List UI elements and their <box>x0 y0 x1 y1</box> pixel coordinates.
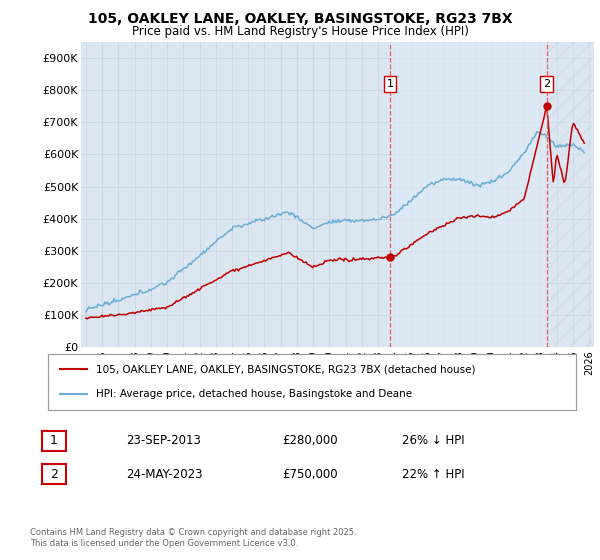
Text: 1: 1 <box>386 79 394 89</box>
Text: Contains HM Land Registry data © Crown copyright and database right 2025.
This d: Contains HM Land Registry data © Crown c… <box>30 528 356 548</box>
Text: Price paid vs. HM Land Registry's House Price Index (HPI): Price paid vs. HM Land Registry's House … <box>131 25 469 38</box>
Text: 26% ↓ HPI: 26% ↓ HPI <box>402 434 464 447</box>
Text: £280,000: £280,000 <box>282 434 338 447</box>
Text: 105, OAKLEY LANE, OAKLEY, BASINGSTOKE, RG23 7BX (detached house): 105, OAKLEY LANE, OAKLEY, BASINGSTOKE, R… <box>95 364 475 374</box>
Bar <box>390 42 547 347</box>
Text: 24-MAY-2023: 24-MAY-2023 <box>126 468 203 481</box>
Text: 2: 2 <box>543 79 550 89</box>
Text: HPI: Average price, detached house, Basingstoke and Deane: HPI: Average price, detached house, Basi… <box>95 389 412 399</box>
Bar <box>547 42 597 347</box>
Text: 2: 2 <box>50 468 58 481</box>
Text: 22% ↑ HPI: 22% ↑ HPI <box>402 468 464 481</box>
Text: 1: 1 <box>50 434 58 447</box>
Text: £750,000: £750,000 <box>282 468 338 481</box>
Text: 23-SEP-2013: 23-SEP-2013 <box>126 434 201 447</box>
Text: 105, OAKLEY LANE, OAKLEY, BASINGSTOKE, RG23 7BX: 105, OAKLEY LANE, OAKLEY, BASINGSTOKE, R… <box>88 12 512 26</box>
